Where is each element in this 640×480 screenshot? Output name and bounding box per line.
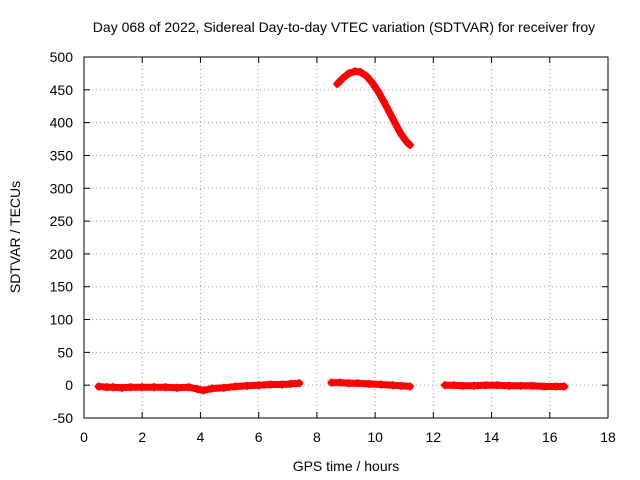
x-tick-label: 18 [600, 429, 616, 445]
y-tick-label: 350 [50, 147, 74, 163]
data-point [208, 384, 217, 393]
data-point [388, 381, 397, 390]
data-point [231, 382, 240, 391]
x-tick-label: 8 [313, 429, 321, 445]
y-tick-label: 400 [50, 115, 74, 131]
data-point [344, 69, 353, 78]
data-point [440, 381, 449, 390]
data-point [173, 383, 182, 392]
y-tick-label: 300 [50, 180, 74, 196]
x-tick-label: 10 [367, 429, 383, 445]
data-point [516, 381, 525, 390]
data-point [376, 380, 385, 389]
data-point [266, 380, 275, 389]
data-point [149, 383, 158, 392]
x-tick-label: 4 [197, 429, 205, 445]
y-tick-label: -50 [53, 410, 73, 426]
chart-title: Day 068 of 2022, Sidereal Day-to-day VTE… [93, 19, 595, 35]
data-point [397, 381, 406, 390]
y-tick-label: 200 [50, 246, 74, 262]
data-point [397, 130, 406, 139]
data-point [365, 379, 374, 388]
x-tick-label: 14 [484, 429, 500, 445]
data-point [493, 381, 502, 390]
data-point [551, 382, 560, 391]
data-point [339, 74, 348, 83]
y-axis-label: SDTVAR / TECUs [7, 181, 23, 293]
data-point [117, 383, 126, 392]
data-points [94, 67, 569, 395]
y-tick-label: 250 [50, 213, 74, 229]
data-point [327, 378, 336, 387]
y-tick-label: 0 [65, 377, 73, 393]
y-tick-label: 450 [50, 82, 74, 98]
data-point [277, 380, 286, 389]
data-point [406, 382, 415, 391]
y-tick-label: 50 [57, 344, 73, 360]
data-point [356, 68, 365, 77]
data-point [406, 140, 415, 149]
data-point [161, 383, 170, 392]
data-point [193, 385, 202, 394]
data-point [219, 383, 228, 392]
data-point [243, 381, 252, 390]
data-point [385, 108, 394, 117]
data-point [528, 381, 537, 390]
x-axis-ticks: 0 2 4 6 8 10 12 14 16 18 [80, 57, 616, 445]
data-point [458, 381, 467, 390]
x-tick-label: 0 [80, 429, 88, 445]
y-axis-ticks: -50 0 50 100 150 200 250 300 350 400 450 500 [50, 49, 608, 426]
data-point [505, 381, 514, 390]
data-point [470, 381, 479, 390]
x-axis-label: GPS time / hours [293, 458, 400, 474]
data-point [295, 379, 304, 388]
data-point [560, 382, 569, 391]
y-tick-label: 500 [50, 49, 74, 65]
data-point [286, 379, 295, 388]
data-point [126, 383, 135, 392]
data-point [333, 79, 342, 88]
x-tick-label: 2 [138, 429, 146, 445]
data-point [184, 383, 193, 392]
x-tick-label: 16 [542, 429, 558, 445]
data-point [368, 78, 377, 87]
data-point [109, 383, 118, 392]
x-tick-label: 12 [426, 429, 442, 445]
data-point [374, 87, 383, 96]
data-point [336, 378, 345, 387]
data-point [379, 97, 388, 106]
x-tick-label: 6 [255, 429, 263, 445]
data-point [353, 379, 362, 388]
grid-lines [84, 57, 608, 418]
data-point [449, 381, 458, 390]
data-point [138, 383, 147, 392]
y-tick-label: 100 [50, 312, 74, 328]
data-point [344, 379, 353, 388]
data-point [199, 386, 208, 395]
data-point [539, 382, 548, 391]
plot-frame [83, 56, 609, 419]
data-point [362, 72, 371, 81]
data-point [254, 381, 263, 390]
data-point [391, 119, 400, 128]
data-point [481, 381, 490, 390]
data-point [94, 382, 103, 391]
y-tick-label: 150 [50, 279, 74, 295]
